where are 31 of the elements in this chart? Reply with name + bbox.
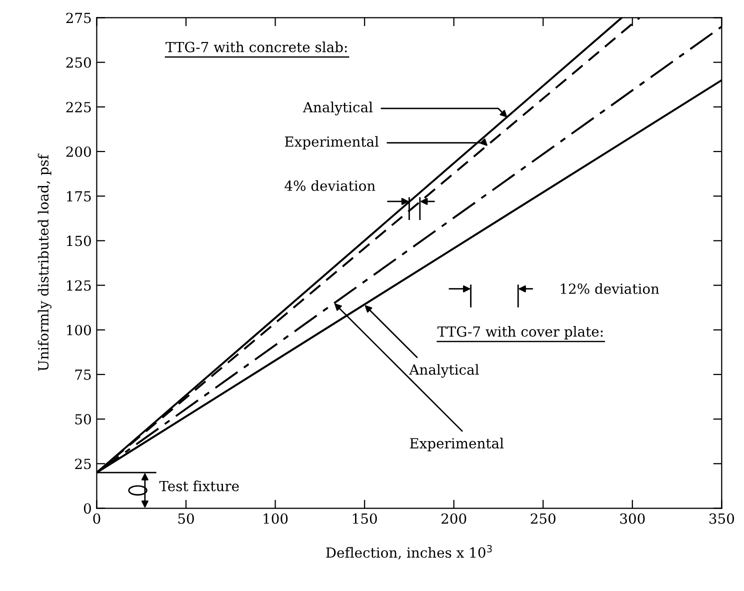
x-tick-label: 0: [93, 513, 100, 524]
y-tick-label: 275: [66, 12, 91, 24]
y-tick-label: 250: [66, 57, 91, 68]
annotation: Experimental: [410, 438, 504, 452]
x-tick-label: 200: [442, 513, 466, 524]
x-tick-label: 250: [530, 513, 556, 524]
y-axis-title: Uniformly distributed load, psf: [38, 154, 52, 371]
y-tick-label: 175: [67, 191, 91, 202]
y-tick-label: 25: [75, 458, 91, 470]
x-tick-label: 300: [620, 513, 645, 524]
annotation: Experimental: [284, 136, 379, 150]
annotation: TTG-7 with cover plate:: [437, 326, 603, 340]
y-tick-label: 125: [67, 280, 91, 291]
y-tick-label: 200: [66, 146, 91, 157]
x-tick-label: 50: [178, 513, 194, 524]
y-tick-label: 0: [84, 503, 91, 514]
x-tick-label: 100: [264, 513, 288, 524]
y-tick-label: 75: [75, 370, 91, 380]
x-tick-label: 350: [709, 513, 734, 524]
y-tick-label: 225: [66, 102, 91, 112]
annotation: Test fixture: [159, 480, 239, 492]
annotation: 4% deviation: [284, 180, 376, 191]
y-tick-label: 100: [67, 324, 91, 336]
annotation: 12% deviation: [560, 283, 660, 294]
y-tick-label: 150: [67, 236, 91, 246]
x-axis-title: Deflection, inches x 10$^{3}$: [326, 545, 492, 560]
y-tick-label: 50: [75, 414, 91, 425]
x-tick-label: 150: [353, 513, 377, 524]
annotation: Analytical: [302, 102, 373, 116]
annotation: Analytical: [409, 364, 479, 378]
annotation: TTG-7 with concrete slab:: [166, 42, 347, 52]
